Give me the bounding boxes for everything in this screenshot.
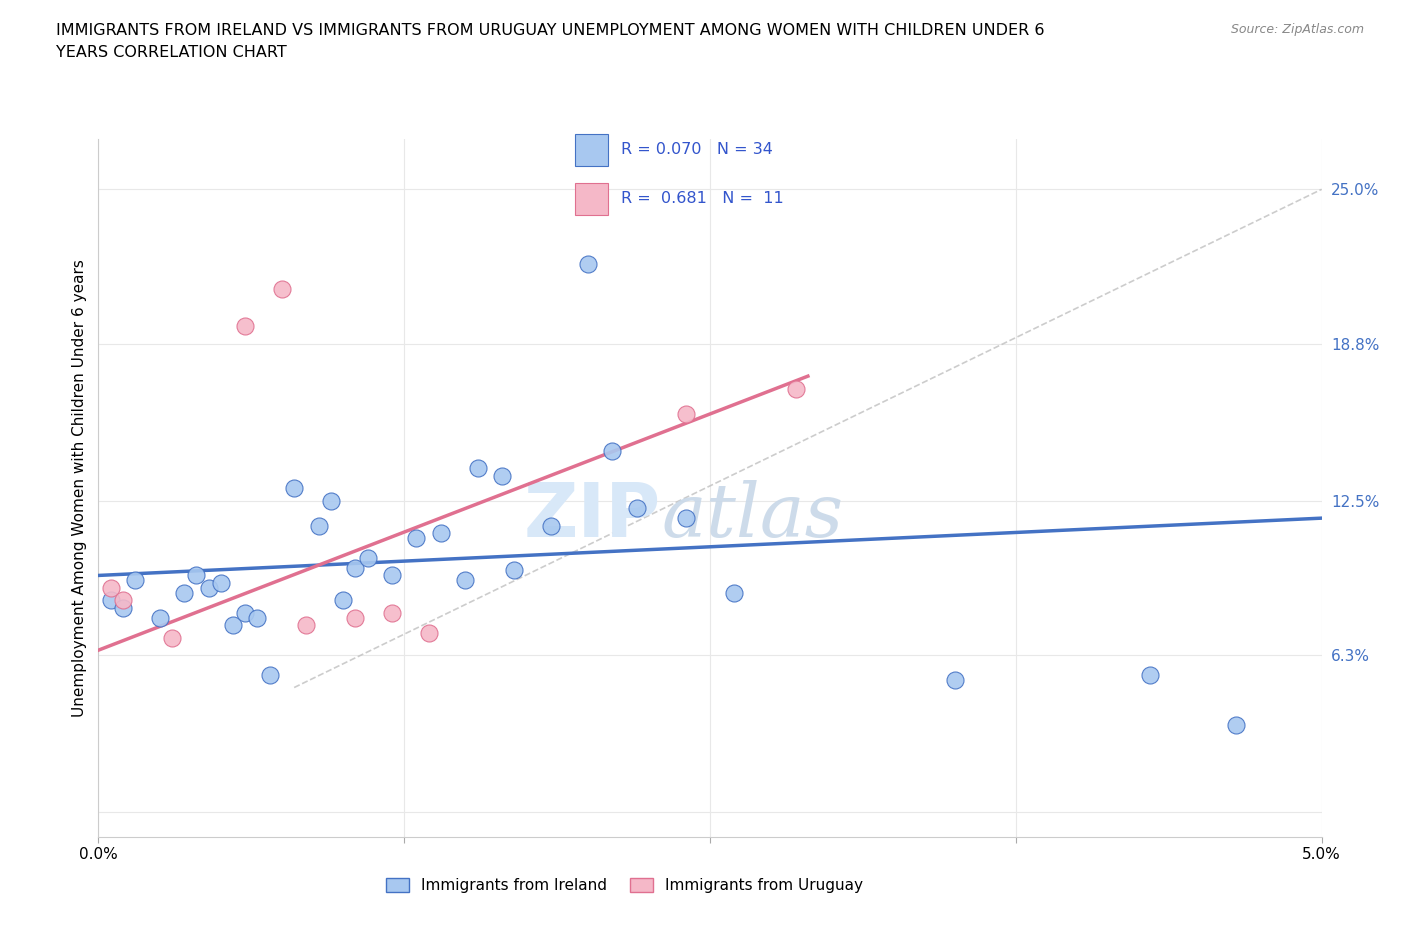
Point: [173, 586, 195, 601]
Point: [259, 668, 281, 683]
Point: [111, 593, 134, 608]
Point: [270, 282, 294, 297]
Point: [454, 573, 477, 588]
Point: [222, 618, 245, 632]
Text: Source: ZipAtlas.com: Source: ZipAtlas.com: [1230, 23, 1364, 36]
Point: [405, 531, 427, 546]
Point: [785, 381, 807, 396]
Point: [381, 605, 404, 620]
Point: [503, 563, 526, 578]
Point: [186, 568, 208, 583]
Point: [124, 573, 146, 588]
Point: [332, 593, 354, 608]
Point: [675, 406, 697, 421]
Point: [283, 481, 305, 496]
Text: ZIP: ZIP: [524, 480, 661, 552]
Legend: Immigrants from Ireland, Immigrants from Uruguay: Immigrants from Ireland, Immigrants from…: [380, 871, 869, 899]
Bar: [575, 183, 607, 215]
Point: [626, 500, 648, 515]
Text: IMMIGRANTS FROM IRELAND VS IMMIGRANTS FROM URUGUAY UNEMPLOYMENT AMONG WOMEN WITH: IMMIGRANTS FROM IRELAND VS IMMIGRANTS FR…: [56, 23, 1045, 60]
Point: [576, 257, 599, 272]
Point: [308, 518, 330, 533]
Point: [418, 625, 440, 640]
Point: [295, 618, 318, 632]
Point: [100, 593, 122, 608]
Text: R =  0.681   N =  11: R = 0.681 N = 11: [620, 192, 783, 206]
Bar: [575, 134, 607, 166]
Point: [149, 610, 172, 625]
Point: [319, 493, 342, 508]
Point: [675, 511, 697, 525]
Point: [344, 610, 367, 625]
Point: [467, 461, 489, 476]
Point: [160, 631, 183, 645]
Point: [356, 551, 378, 565]
Point: [209, 576, 232, 591]
Point: [943, 672, 966, 687]
Text: R = 0.070   N = 34: R = 0.070 N = 34: [620, 142, 772, 157]
Point: [491, 469, 513, 484]
Y-axis label: Unemployment Among Women with Children Under 6 years: Unemployment Among Women with Children U…: [72, 259, 87, 717]
Text: atlas: atlas: [661, 480, 844, 552]
Point: [540, 518, 562, 533]
Point: [246, 610, 269, 625]
Point: [600, 444, 623, 458]
Point: [723, 586, 745, 601]
Point: [100, 580, 122, 595]
Point: [381, 568, 404, 583]
Point: [233, 319, 256, 334]
Point: [344, 561, 367, 576]
Point: [430, 525, 453, 540]
Point: [197, 580, 219, 595]
Point: [111, 601, 134, 616]
Point: [1139, 668, 1161, 683]
Point: [233, 605, 256, 620]
Point: [1225, 717, 1247, 732]
